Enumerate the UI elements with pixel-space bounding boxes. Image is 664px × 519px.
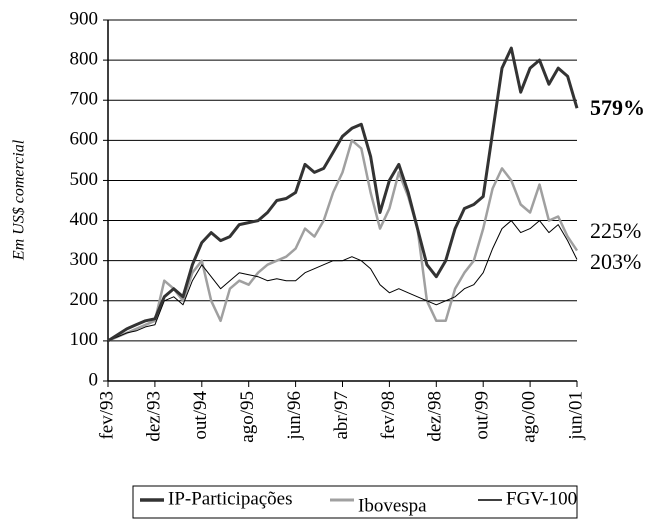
x-tick-label: dez/93 <box>143 391 164 442</box>
x-tick-label: ago/00 <box>518 391 539 443</box>
y-tick-label: 800 <box>70 48 99 69</box>
x-tick-label: abr/97 <box>331 391 352 440</box>
y-tick-label: 200 <box>70 289 99 310</box>
series-line <box>107 46 579 343</box>
x-tick-label: out/99 <box>472 391 493 440</box>
y-tick-label: 600 <box>70 129 99 150</box>
x-tick-label: jun/01 <box>565 391 586 441</box>
y-tick-label: 300 <box>70 249 99 270</box>
y-tick-label: 900 <box>70 8 99 29</box>
legend-label: IP-Participações <box>168 488 293 509</box>
y-axis-label: Em US$ comercial <box>11 139 28 261</box>
series-line <box>107 220 578 342</box>
y-tick-label: 0 <box>89 369 99 390</box>
x-tick-label: ago/95 <box>237 391 258 443</box>
end-label: 203% <box>590 249 641 274</box>
x-tick-label: dez/98 <box>425 391 446 442</box>
x-tick-label: fev/93 <box>96 391 117 440</box>
end-label: 225% <box>590 218 641 243</box>
x-tick-label: jun/96 <box>284 391 305 441</box>
x-tick-label: fev/98 <box>378 391 399 440</box>
legend-box <box>132 485 578 519</box>
y-tick-label: 400 <box>70 209 99 230</box>
legend-label: Ibovespa <box>358 495 427 516</box>
y-tick-label: 700 <box>70 89 99 110</box>
y-tick-label: 500 <box>70 169 99 190</box>
series-line <box>107 139 579 343</box>
end-label: 579% <box>590 95 645 120</box>
y-tick-label: 100 <box>70 329 99 350</box>
x-tick-label: out/94 <box>190 391 211 440</box>
legend-label: FGV-100 <box>506 488 577 509</box>
